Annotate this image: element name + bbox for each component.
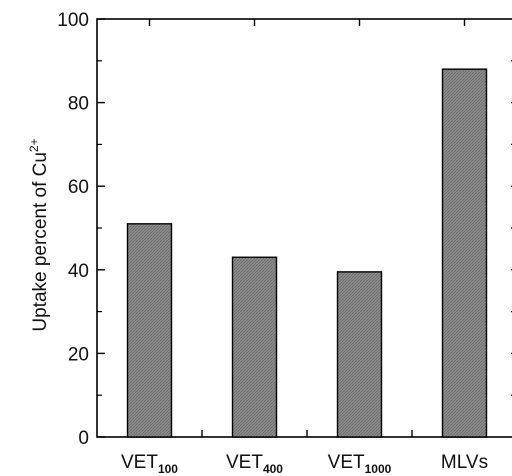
x-category-label: VET1000 — [328, 452, 392, 476]
x-category-label: VET400 — [226, 452, 283, 476]
y-tick-label: 40 — [68, 261, 89, 282]
bar — [336, 271, 383, 438]
x-category-label: MLVs — [441, 452, 488, 473]
x-axis: VET100 VET400 VET1000 MLVs — [121, 19, 488, 476]
y-tick-label: 60 — [68, 177, 89, 198]
y-tick-label: 100 — [57, 10, 89, 31]
y-axis-title: Uptake percent of Cu2+ — [27, 138, 51, 331]
y-tick-label: 80 — [68, 94, 89, 115]
y-axis-title-main: Uptake percent of Cu — [30, 152, 51, 332]
y-tick-label: 20 — [68, 344, 89, 365]
x-category-label: VET100 — [121, 452, 178, 476]
y-tick-label: 0 — [78, 428, 89, 449]
bar — [441, 68, 488, 438]
y-axis-title-superscript: 2+ — [27, 138, 41, 152]
bar — [231, 256, 278, 438]
bars — [126, 68, 488, 438]
y-axis: 0 20 40 60 80 100 — [57, 10, 105, 449]
bar — [126, 223, 173, 438]
